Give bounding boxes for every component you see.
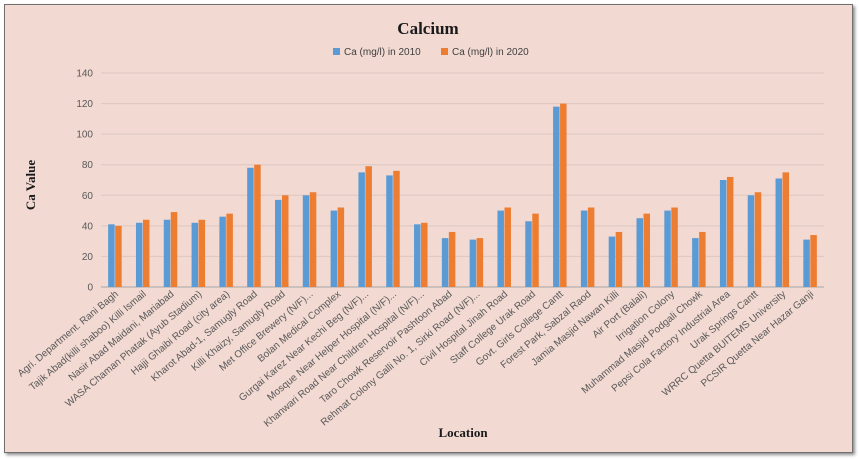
bar-2020 <box>476 238 484 287</box>
bar-2010 <box>469 239 477 287</box>
bar-2020 <box>393 170 400 287</box>
bar-2010 <box>580 210 588 287</box>
bar-2020 <box>448 231 456 287</box>
y-tick-label: 20 <box>82 252 94 263</box>
legend-swatch-2020 <box>441 48 448 55</box>
bar-2010 <box>803 239 810 287</box>
bar-2010 <box>219 216 226 287</box>
bar-2020 <box>198 219 206 287</box>
bar-2020 <box>115 225 122 287</box>
bar-2020 <box>142 219 150 287</box>
bar-2010 <box>719 180 727 287</box>
y-tick-label: 0 <box>87 283 93 294</box>
bar-2020 <box>587 207 595 287</box>
bar-2010 <box>664 210 671 287</box>
bars <box>108 103 817 287</box>
bar-2010 <box>747 195 755 287</box>
calcium-bar-chart: Calcium Ca (mg/l) in 2010 Ca (mg/l) in 2… <box>16 19 824 440</box>
bar-2020 <box>810 235 817 287</box>
bar-2010 <box>441 238 449 287</box>
bar-2010 <box>135 222 143 287</box>
legend-swatch-2010 <box>333 48 340 55</box>
bar-2020 <box>615 231 623 287</box>
bar-2020 <box>282 195 289 287</box>
y-axis-title: Ca Value <box>23 160 38 210</box>
bar-2010 <box>163 219 171 287</box>
bar-2020 <box>726 176 734 287</box>
bar-2010 <box>497 210 504 287</box>
x-tick-label: Tajik Abad(killi shaboo) Killi Ismail <box>27 289 148 393</box>
bar-2020 <box>754 192 762 287</box>
bar-2020 <box>226 213 233 287</box>
bar-2010 <box>553 106 560 287</box>
bar-2010 <box>108 224 115 287</box>
bar-2010 <box>191 222 199 287</box>
bar-2020 <box>643 213 650 287</box>
y-tick-label: 80 <box>82 160 94 171</box>
bar-2010 <box>636 218 643 287</box>
bar-2020 <box>699 231 706 287</box>
bar-2020 <box>504 207 511 287</box>
bar-2020 <box>532 213 539 287</box>
chart-title: Calcium <box>397 19 458 38</box>
y-tick-label: 60 <box>82 191 94 202</box>
bar-2010 <box>302 195 310 287</box>
y-tick-label: 100 <box>76 130 93 141</box>
gridlines <box>101 72 824 288</box>
bar-2020 <box>309 192 317 287</box>
y-tick-label: 140 <box>76 69 93 80</box>
legend-label-2010: Ca (mg/l) in 2010 <box>344 47 421 58</box>
x-axis-title: Location <box>438 425 488 440</box>
bar-2020 <box>560 103 567 287</box>
bar-2010 <box>358 172 365 287</box>
legend: Ca (mg/l) in 2010 Ca (mg/l) in 2020 <box>333 47 529 58</box>
chart-frame: Calcium Ca (mg/l) in 2010 Ca (mg/l) in 2… <box>4 4 853 453</box>
bar-2010 <box>414 224 421 287</box>
bar-2010 <box>692 238 699 287</box>
bar-2010 <box>608 236 616 287</box>
legend-label-2020: Ca (mg/l) in 2020 <box>452 47 529 58</box>
bar-2010 <box>386 175 393 287</box>
y-axis-ticks: 0 20 40 60 80 100 120 140 <box>76 69 93 294</box>
bar-2020 <box>782 172 790 287</box>
bar-2020 <box>421 222 428 287</box>
bar-2020 <box>170 212 178 287</box>
y-tick-label: 40 <box>82 221 94 232</box>
bar-2020 <box>671 207 678 287</box>
y-tick-label: 120 <box>76 99 93 110</box>
bar-2020 <box>337 207 345 287</box>
bar-2020 <box>365 166 372 287</box>
bar-2020 <box>254 164 261 287</box>
bar-2010 <box>275 199 282 287</box>
bar-2010 <box>525 221 532 287</box>
bar-2010 <box>775 178 783 287</box>
bar-2010 <box>247 167 254 287</box>
bar-2010 <box>330 210 338 287</box>
